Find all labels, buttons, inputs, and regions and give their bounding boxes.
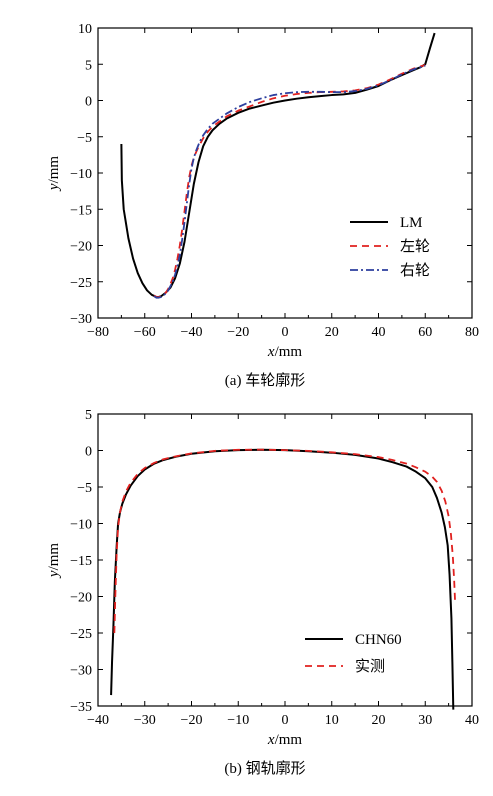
y-tick-label: −20	[70, 240, 92, 255]
chart-panel-a: −80 −60 −40 −20 0 20 40 60 80 10 5 0 −5 −10 −15 −20 −25 −…	[46, 22, 479, 389]
x-tick-label: 0	[282, 713, 289, 728]
x-tick-label: 60	[418, 325, 432, 340]
y-tick-label: −5	[77, 131, 92, 146]
x-tick-label: 40	[465, 713, 479, 728]
y-tick-label: −5	[77, 481, 92, 496]
y-tick-label: 5	[85, 408, 92, 423]
chart-caption: (a) 车轮廓形	[225, 372, 305, 389]
legend-label-1: 实测	[355, 658, 385, 675]
x-tick-label: 20	[325, 325, 339, 340]
x-tick-label: 0	[282, 325, 289, 340]
x-tick-label: 30	[418, 713, 432, 728]
x-tick-label: −20	[181, 713, 203, 728]
x-tick-label: −40	[87, 713, 109, 728]
x-tick-label: −60	[134, 325, 156, 340]
y-tick-label: −20	[70, 591, 92, 606]
x-axis-label: x/mm	[267, 732, 303, 748]
y-tick-label: −25	[70, 276, 92, 291]
x-tick-label: −80	[87, 325, 109, 340]
legend-label-2: 右轮	[400, 262, 430, 279]
x-tick-label: 80	[465, 325, 479, 340]
plot-frame	[97, 413, 473, 707]
series-line-0	[120, 32, 436, 298]
x-tick-label: 40	[372, 325, 386, 340]
y-tick-label: −35	[70, 700, 92, 715]
series-line-1	[113, 448, 457, 634]
legend-label-1: 左轮	[400, 238, 430, 255]
legend-label-0: CHN60	[355, 632, 402, 648]
y-tick-label: 0	[85, 95, 92, 110]
y-tick-label: −25	[70, 627, 92, 642]
y-tick-label: −30	[70, 312, 92, 327]
y-tick-label: −15	[70, 554, 92, 569]
y-tick-label: −30	[70, 664, 92, 679]
y-tick-label: −10	[70, 518, 92, 533]
x-tick-label: −10	[227, 713, 249, 728]
chart-caption: (b) 钢轨廓形	[224, 760, 305, 777]
y-tick-label: −10	[70, 167, 92, 182]
x-tick-label: −20	[227, 325, 249, 340]
series-line-0	[110, 448, 455, 710]
chart-panel-b: −40 −30 −20 −10 0 10 20 30 4050−5−10−15−20−25−30…	[46, 408, 479, 777]
y-tick-label: 0	[85, 445, 92, 460]
y-tick-label: 10	[78, 22, 92, 37]
y-tick-label: −15	[70, 203, 92, 218]
x-tick-label: 20	[372, 713, 386, 728]
x-tick-label: −40	[181, 325, 203, 340]
y-tick-label: 5	[85, 58, 92, 73]
legend-label-0: LM	[400, 215, 423, 231]
x-tick-label: 10	[325, 713, 339, 728]
y-axis-label: y/mm	[46, 156, 62, 193]
y-axis-label: y/mm	[46, 543, 62, 580]
x-axis-label: x/mm	[267, 344, 303, 360]
x-tick-label: −30	[134, 713, 156, 728]
series-line-2	[153, 64, 426, 299]
